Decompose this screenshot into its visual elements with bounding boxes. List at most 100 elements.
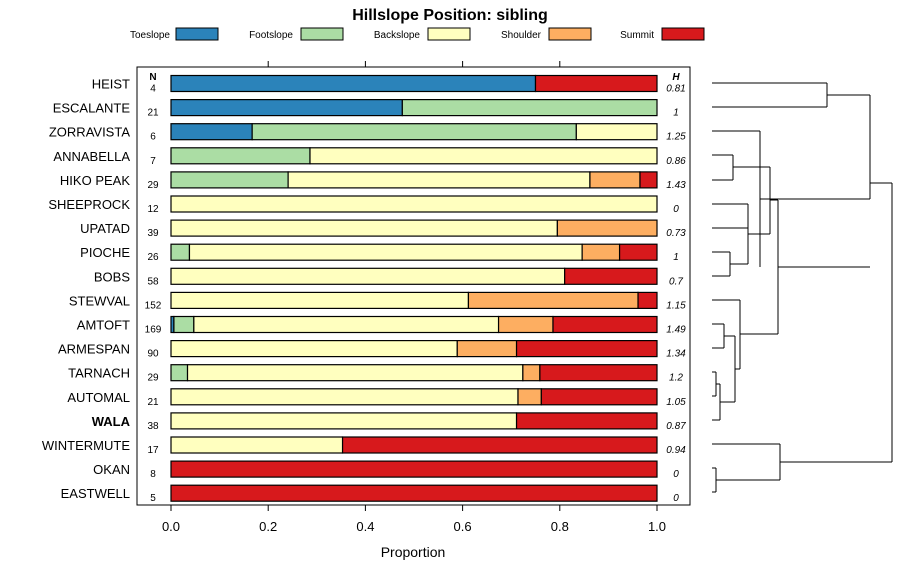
bar-escalante-toeslope — [170, 98, 403, 117]
h-value-automal: 1.05 — [666, 397, 686, 408]
legend: Toeslope Footslope Backslope Shoulder Summit — [130, 27, 705, 41]
bar-upatad-backslope — [170, 219, 558, 237]
x-tick-label: 0.6 — [454, 519, 472, 534]
bar-stewval-summit — [637, 291, 658, 309]
row-label-stewval: STEWVAL — [69, 293, 130, 308]
legend-swatch-shoulder — [548, 27, 592, 41]
n-value-pioche: 26 — [147, 252, 159, 263]
h-value-wintermute: 0.94 — [666, 445, 686, 456]
bar-zorravista-footslope — [251, 123, 577, 141]
bar-bobs-backslope — [170, 267, 566, 285]
n-value-wala: 38 — [147, 421, 159, 432]
bar-sheeprock-backslope — [170, 195, 658, 213]
n-value-heist: 4 — [150, 84, 156, 95]
bar-pioche-summit — [618, 243, 658, 261]
bar-stewval-shoulder — [467, 291, 639, 309]
h-value-heist: 0.81 — [666, 84, 685, 95]
bar-wintermute-backslope — [170, 436, 344, 454]
bar-automal-backslope — [170, 388, 519, 406]
x-tick-label: 0.2 — [259, 519, 277, 534]
n-value-eastwell: 5 — [150, 493, 156, 504]
row-label-bobs: BOBS — [94, 269, 130, 284]
h-value-bobs: 0.7 — [669, 276, 683, 287]
bar-amtoft-summit — [552, 315, 658, 334]
bar-wala-backslope — [170, 412, 518, 430]
row-label-wala: WALA — [92, 414, 131, 429]
bar-amtoft-shoulder — [497, 315, 554, 334]
bar-annabella-footslope — [170, 147, 311, 165]
bar-tarnach-backslope — [186, 364, 524, 382]
legend-swatch-backslope — [427, 27, 471, 41]
h-value-okan: 0 — [673, 469, 679, 480]
x-axis-label: Proportion — [381, 544, 446, 560]
bar-hiko-peak-footslope — [170, 171, 289, 189]
bar-tarnach-footslope — [170, 364, 189, 382]
row-label-wintermute: WINTERMUTE — [42, 438, 130, 453]
bar-annabella-backslope — [309, 147, 658, 165]
h-value-stewval: 1.15 — [666, 300, 686, 311]
h-value-annabella: 0.86 — [666, 156, 686, 167]
h-column-header: H — [672, 72, 680, 83]
h-value-wala: 0.87 — [666, 421, 686, 432]
bar-automal-summit — [540, 388, 658, 406]
n-value-hiko-peak: 29 — [147, 180, 159, 191]
row-label-armespan: ARMESPAN — [58, 342, 130, 357]
bar-zorravista-toeslope — [170, 123, 253, 141]
n-value-amtoft: 169 — [145, 325, 162, 336]
bar-heist-summit — [534, 74, 658, 93]
row-label-eastwell: EASTWELL — [61, 486, 130, 501]
legend-label-backslope: Backslope — [374, 30, 421, 41]
bar-okan-summit — [170, 460, 658, 478]
bar-eastwell-summit — [170, 484, 658, 502]
n-value-sheeprock: 12 — [147, 204, 159, 215]
n-column-header: N — [149, 72, 156, 83]
bar-hiko-peak-shoulder — [589, 171, 641, 189]
row-label-tarnach: TARNACH — [68, 366, 130, 381]
h-value-armespan: 1.34 — [666, 349, 686, 360]
n-value-automal: 21 — [147, 397, 159, 408]
legend-label-footslope: Footslope — [249, 30, 293, 41]
n-value-stewval: 152 — [145, 300, 162, 311]
n-value-bobs: 58 — [147, 276, 159, 287]
h-value-eastwell: 0 — [673, 493, 679, 504]
legend-label-toeslope: Toeslope — [130, 30, 170, 41]
bar-wala-summit — [515, 412, 658, 430]
n-value-armespan: 90 — [147, 349, 159, 360]
h-value-escalante: 1 — [673, 108, 679, 119]
chart-title: Hillslope Position: sibling — [352, 7, 548, 24]
bar-wintermute-summit — [341, 436, 658, 454]
row-label-pioche: PIOCHE — [80, 245, 130, 260]
bar-pioche-shoulder — [581, 243, 621, 261]
n-value-zorravista: 6 — [150, 132, 156, 143]
h-value-pioche: 1 — [673, 252, 679, 263]
x-tick-label: 1.0 — [648, 519, 666, 534]
legend-swatch-toeslope — [175, 27, 219, 41]
h-value-amtoft: 1.49 — [666, 325, 686, 336]
bar-stewval-backslope — [170, 291, 470, 309]
h-value-hiko-peak: 1.43 — [666, 180, 686, 191]
bar-armespan-shoulder — [456, 340, 518, 358]
row-label-hiko-peak: HIKO PEAK — [60, 173, 130, 188]
n-value-upatad: 39 — [147, 228, 159, 239]
n-value-escalante: 21 — [147, 108, 159, 119]
legend-label-summit: Summit — [620, 30, 654, 41]
n-value-wintermute: 17 — [147, 445, 159, 456]
x-axis: 0.0 0.2 0.4 0.6 0.8 1.0 — [162, 61, 666, 534]
row-label-heist: HEIST — [92, 77, 130, 92]
dendrogram — [712, 82, 893, 493]
row-label-escalante: ESCALANTE — [53, 101, 131, 116]
h-value-zorravista: 1.25 — [666, 132, 686, 143]
bar-bobs-summit — [564, 267, 658, 285]
x-tick-label: 0.0 — [162, 519, 180, 534]
n-value-tarnach: 29 — [147, 373, 159, 384]
h-value-upatad: 0.73 — [666, 228, 686, 239]
bar-tarnach-summit — [539, 364, 658, 382]
legend-label-shoulder: Shoulder — [501, 30, 542, 41]
bar-upatad-shoulder — [556, 219, 658, 237]
n-value-okan: 8 — [150, 469, 156, 480]
h-value-sheeprock: 0 — [673, 204, 679, 215]
row-label-zorravista: ZORRAVISTA — [49, 125, 130, 140]
bar-heist-toeslope — [170, 74, 537, 93]
